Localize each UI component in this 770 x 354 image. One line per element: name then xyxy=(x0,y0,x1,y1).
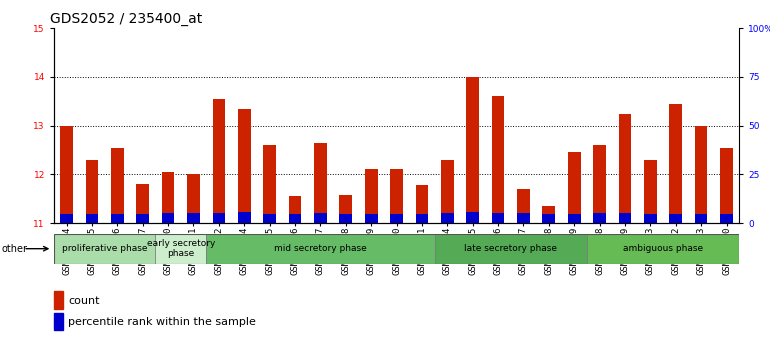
Bar xyxy=(669,104,682,223)
Bar xyxy=(263,214,276,223)
Text: ambiguous phase: ambiguous phase xyxy=(623,244,703,253)
Bar xyxy=(390,214,403,223)
Bar xyxy=(441,160,454,223)
Bar xyxy=(618,213,631,223)
Bar xyxy=(187,174,200,223)
Text: count: count xyxy=(69,296,100,306)
Bar xyxy=(416,185,428,223)
Bar xyxy=(60,126,73,223)
Bar xyxy=(289,214,301,223)
Bar xyxy=(314,143,326,223)
Bar xyxy=(587,234,739,264)
Bar xyxy=(568,153,581,223)
Bar xyxy=(467,77,479,223)
Bar xyxy=(593,213,606,223)
Bar xyxy=(156,234,206,264)
Text: other: other xyxy=(2,244,28,254)
Bar xyxy=(213,99,226,223)
Bar xyxy=(517,213,530,223)
Bar xyxy=(238,212,250,223)
Bar xyxy=(136,214,149,223)
Bar xyxy=(543,206,555,223)
Text: early secretory
phase: early secretory phase xyxy=(146,239,215,258)
Text: proliferative phase: proliferative phase xyxy=(62,244,147,253)
Bar xyxy=(467,212,479,223)
Text: GDS2052 / 235400_at: GDS2052 / 235400_at xyxy=(51,12,203,26)
Bar xyxy=(441,213,454,223)
Bar xyxy=(85,214,99,223)
Bar xyxy=(695,126,708,223)
Bar xyxy=(187,213,200,223)
Bar xyxy=(213,213,226,223)
Bar xyxy=(365,170,377,223)
Bar xyxy=(568,214,581,223)
Text: mid secretory phase: mid secretory phase xyxy=(274,244,367,253)
Bar xyxy=(111,148,124,223)
Bar xyxy=(492,96,504,223)
Bar xyxy=(593,145,606,223)
Bar xyxy=(492,213,504,223)
Bar xyxy=(390,170,403,223)
Bar xyxy=(644,160,657,223)
Bar xyxy=(162,172,175,223)
Bar xyxy=(340,195,352,223)
Bar xyxy=(263,145,276,223)
Bar xyxy=(162,213,175,223)
Bar xyxy=(669,214,682,223)
Bar xyxy=(54,234,156,264)
Bar xyxy=(289,196,301,223)
Bar xyxy=(111,214,124,223)
Bar xyxy=(314,213,326,223)
Bar xyxy=(60,214,73,223)
Bar xyxy=(695,214,708,223)
Bar xyxy=(543,214,555,223)
Bar xyxy=(54,313,63,331)
Bar xyxy=(206,234,434,264)
Bar xyxy=(54,291,63,309)
Bar xyxy=(434,234,587,264)
Bar xyxy=(720,148,733,223)
Bar xyxy=(365,214,377,223)
Bar xyxy=(644,214,657,223)
Text: percentile rank within the sample: percentile rank within the sample xyxy=(69,317,256,327)
Bar xyxy=(416,214,428,223)
Bar xyxy=(136,184,149,223)
Bar xyxy=(618,114,631,223)
Bar xyxy=(340,214,352,223)
Text: late secretory phase: late secretory phase xyxy=(464,244,557,253)
Bar xyxy=(720,214,733,223)
Bar xyxy=(85,160,99,223)
Bar xyxy=(238,109,250,223)
Bar xyxy=(517,189,530,223)
